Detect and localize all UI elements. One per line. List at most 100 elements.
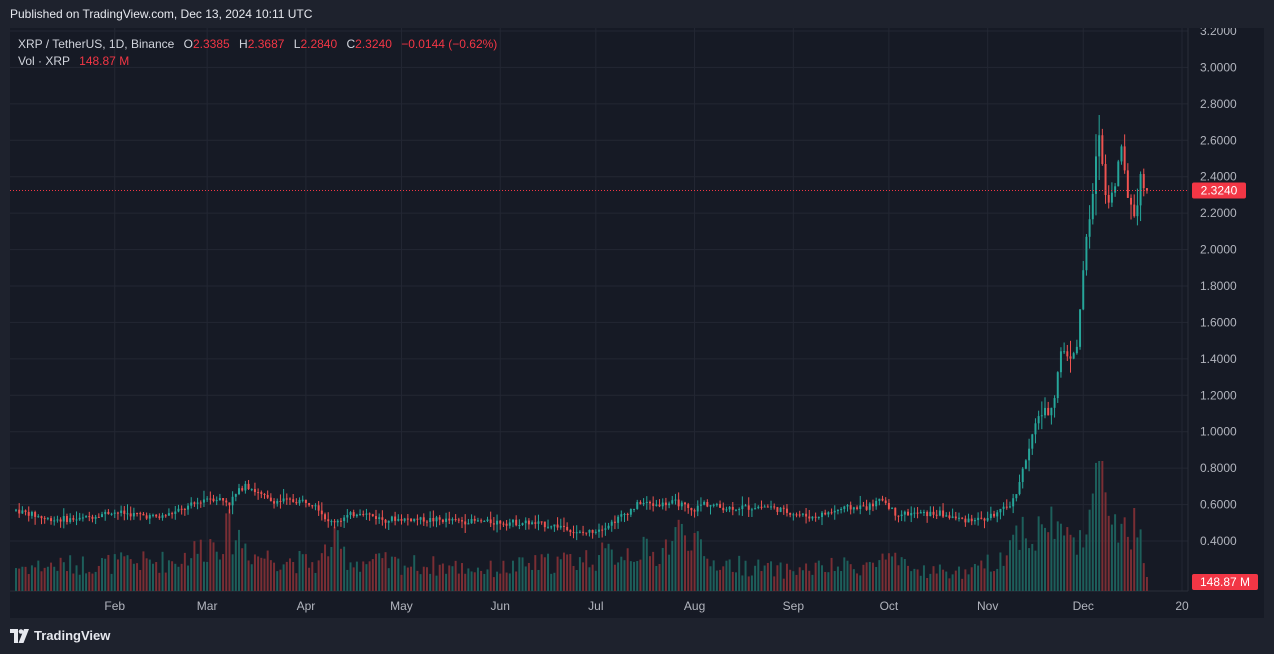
volume-bar xyxy=(970,567,973,591)
candle xyxy=(531,522,534,525)
volume-bar xyxy=(569,554,572,591)
candle xyxy=(763,506,766,508)
volume-bar xyxy=(770,561,773,591)
volume-bar xyxy=(263,558,266,591)
volume-bar xyxy=(451,566,454,591)
volume-bar xyxy=(999,552,1002,591)
candle xyxy=(926,511,929,517)
candle xyxy=(15,509,17,511)
volume-bar xyxy=(174,563,177,591)
volume-bar xyxy=(1091,493,1094,591)
candle xyxy=(814,516,817,518)
candle xyxy=(607,525,610,529)
volume-bar xyxy=(406,567,409,591)
x-tick-label: Jul xyxy=(588,599,603,613)
volume-bar xyxy=(266,550,269,591)
candles xyxy=(15,115,1148,541)
volume-bar xyxy=(425,567,428,591)
candle xyxy=(524,520,527,524)
volume-bar xyxy=(865,562,868,591)
volume-bar xyxy=(996,568,999,591)
price-chart[interactable]: 3.2000 3.0000 2.8000 2.6000 2.4000 2.2000 2.00… xyxy=(10,28,1264,618)
volume-bar xyxy=(617,562,620,591)
candle xyxy=(725,509,728,511)
tradingview-logo[interactable]: TradingView xyxy=(10,628,110,643)
volume-bar xyxy=(926,577,929,591)
volume-bar xyxy=(856,573,859,591)
candle xyxy=(397,518,400,521)
candle xyxy=(865,506,868,510)
volume-bar xyxy=(320,553,323,591)
candle xyxy=(238,488,240,495)
candle xyxy=(467,523,470,525)
volume-bar xyxy=(821,565,823,591)
candle xyxy=(948,515,951,518)
volume-bar xyxy=(394,556,397,591)
candle xyxy=(699,504,702,506)
volume-bar xyxy=(499,573,502,591)
volume-bar xyxy=(903,559,906,591)
volume-bar xyxy=(515,571,518,591)
candle xyxy=(722,507,725,511)
volume-bar xyxy=(652,551,655,591)
volume-bar xyxy=(814,562,817,591)
candle xyxy=(368,513,371,515)
volume-bar xyxy=(871,562,874,591)
candle xyxy=(273,501,276,504)
candle xyxy=(547,526,550,528)
volume-bar xyxy=(639,559,642,591)
volume-bar xyxy=(324,544,327,591)
volume-bar xyxy=(202,561,205,591)
candle xyxy=(1069,356,1072,359)
volume-bar xyxy=(983,568,986,591)
volume-bar xyxy=(728,559,731,591)
volume-bar xyxy=(945,571,948,591)
volume-bar xyxy=(435,575,438,591)
candle xyxy=(935,514,938,516)
candle xyxy=(461,520,463,522)
volume-bar xyxy=(292,561,295,591)
volume-bar xyxy=(116,559,119,591)
candle xyxy=(218,498,221,501)
volume-bar xyxy=(690,550,693,591)
candle xyxy=(425,521,428,523)
candle xyxy=(884,500,887,504)
volume-bar xyxy=(91,573,94,591)
candle xyxy=(973,520,976,522)
candle xyxy=(757,506,760,509)
volume-bar xyxy=(932,566,935,591)
volume-bar xyxy=(110,573,113,591)
volume-bar xyxy=(362,561,365,591)
volume-bar xyxy=(655,565,658,591)
volume-bar xyxy=(1145,576,1148,591)
candle xyxy=(642,502,645,505)
candle xyxy=(65,516,68,522)
volume-bar xyxy=(107,554,110,591)
candle xyxy=(613,521,616,523)
candle xyxy=(196,502,199,504)
chart-panel[interactable]: 3.2000 3.0000 2.8000 2.6000 2.4000 2.2000 2.00… xyxy=(10,28,1264,618)
volume-bar xyxy=(550,573,553,591)
volume-bar xyxy=(642,536,645,591)
candle xyxy=(1075,346,1078,354)
legend-high-label: H xyxy=(239,37,248,51)
volume-bar xyxy=(511,560,514,591)
candle xyxy=(1082,270,1085,310)
candle xyxy=(390,516,393,521)
y-tick-label: 3.0000 xyxy=(1200,60,1237,74)
volume-bar xyxy=(1133,507,1136,591)
volume-bar xyxy=(183,552,186,591)
grid-lines xyxy=(10,28,1188,591)
candle xyxy=(938,510,941,516)
volume-bar xyxy=(1075,554,1078,591)
candle xyxy=(661,502,664,507)
volume-bar xyxy=(317,560,320,591)
volume-bar xyxy=(559,559,562,591)
volume-bar xyxy=(241,548,244,591)
volume-bar xyxy=(664,539,667,591)
volume-bar xyxy=(601,542,604,591)
legend-low-label: L xyxy=(293,37,301,51)
volume-bar xyxy=(1015,525,1018,591)
candle xyxy=(773,506,776,508)
volume-bar xyxy=(862,564,865,591)
